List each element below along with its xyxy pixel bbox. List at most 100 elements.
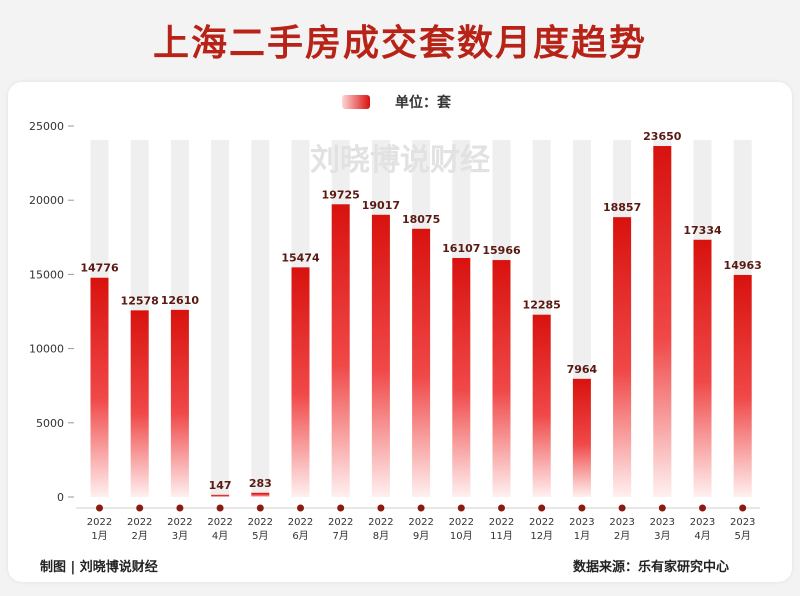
x-tick-year: 2022 [167,517,192,528]
x-tick-month: 5月 [735,530,751,542]
bar-track [211,140,230,497]
bar [693,239,712,498]
footer-credit: 制图 | 刘晓博说财经 [40,560,158,575]
bar [90,277,109,497]
x-tick-year: 2022 [87,517,112,528]
data-label: 17334 [683,224,722,237]
data-label: 19725 [322,188,360,201]
x-tick-dot [136,504,144,512]
x-tick-month: 12月 [530,530,553,542]
data-label: 16107 [442,242,480,255]
y-tick-label: 0 [57,491,64,504]
data-label: 23650 [643,130,682,143]
x-tick-dot [498,504,505,512]
x-tick-year: 2022 [248,517,273,528]
bar-track [251,140,270,497]
y-tick-label: 10000 [29,343,64,356]
x-tick-month: 8月 [373,530,389,542]
x-tick-month: 7月 [333,530,349,542]
x-tick-year: 2022 [288,517,313,528]
bar [653,146,672,497]
bar [371,214,390,497]
x-tick-year: 2022 [328,517,353,528]
data-label: 12285 [523,299,561,312]
bar [452,257,471,497]
x-tick-year: 2022 [408,517,433,528]
bar [211,494,230,497]
bar [331,204,350,497]
y-tick-label: 25000 [29,120,64,133]
data-label: 12610 [161,294,200,307]
x-tick-year: 2022 [207,517,232,528]
x-tick-dot [96,504,103,512]
bar [170,309,189,497]
y-tick-label: 15000 [29,268,64,281]
y-tick-label: 20000 [29,194,64,207]
footer-source: 数据来源：乐有家研究中心 [573,560,730,575]
bar [572,378,591,497]
x-tick-dot [658,504,666,512]
x-tick-year: 2023 [650,517,675,528]
bar [733,274,752,497]
y-tick-label: 5000 [36,417,64,430]
data-label: 18075 [402,213,440,226]
x-tick-dot [417,504,425,512]
x-tick-month: 1月 [91,530,107,542]
x-tick-year: 2023 [690,517,715,528]
data-label: 283 [249,477,272,490]
x-tick-month: 5月 [252,530,268,542]
bar [251,492,270,497]
data-label: 18857 [603,201,641,214]
data-label: 7964 [567,363,598,376]
x-tick-year: 2022 [127,517,152,528]
x-tick-year: 2022 [368,517,393,528]
bar [613,217,632,498]
x-tick-month: 1月 [574,530,590,542]
chart-title: 上海二手房成交套数月度趋势 [152,23,647,64]
x-tick-month: 3月 [172,530,188,542]
data-label: 15966 [482,244,521,257]
data-label: 147 [209,479,232,492]
bar [291,267,310,497]
bar [412,228,431,497]
bar [492,260,511,497]
x-tick-dot [337,504,345,512]
x-tick-month: 10月 [450,530,473,542]
legend-swatch [342,95,370,109]
x-tick-year: 2022 [489,517,514,528]
bar [130,310,149,497]
bar [532,314,551,497]
x-tick-dot [538,504,546,512]
data-label: 19017 [362,199,400,212]
x-tick-dot [176,504,184,512]
legend-label: 单位：套 [395,94,451,111]
x-tick-year: 2022 [529,517,554,528]
x-tick-dot [377,504,385,512]
x-tick-dot [618,504,626,512]
x-tick-year: 2023 [730,517,755,528]
x-tick-dot [256,504,264,512]
x-tick-month: 9月 [413,530,429,542]
x-tick-year: 2022 [449,517,474,528]
x-tick-month: 4月 [212,530,228,542]
data-label: 15474 [281,251,320,264]
data-label: 12578 [121,294,159,307]
x-tick-month: 2月 [132,530,148,542]
x-tick-month: 11月 [490,530,513,542]
x-tick-month: 2月 [614,530,630,542]
x-tick-dot [699,504,706,512]
x-tick-year: 2023 [609,517,634,528]
x-tick-dot [216,504,224,512]
x-tick-month: 6月 [292,530,308,542]
x-tick-month: 3月 [654,530,670,542]
x-tick-dot [297,504,304,512]
x-tick-month: 4月 [694,530,710,542]
data-label: 14963 [724,259,762,272]
x-tick-year: 2023 [569,517,594,528]
data-label: 14776 [80,262,119,275]
x-tick-dot [457,504,465,512]
x-tick-dot [739,504,747,512]
x-tick-dot [578,504,586,512]
watermark: 刘晓博说财经 [310,143,490,178]
